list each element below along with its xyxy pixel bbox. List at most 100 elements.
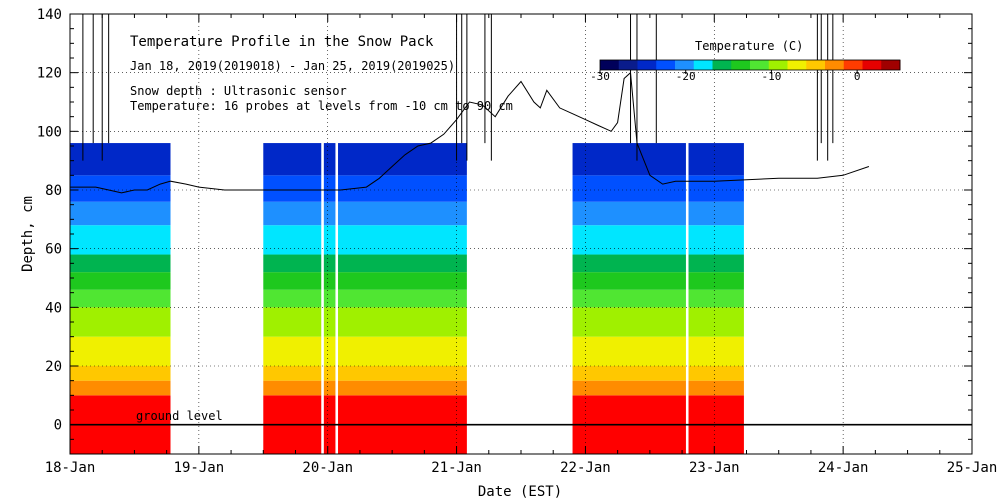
heat-cell-s0-b7 [70,254,171,273]
y-tick-label: 140 [37,7,62,23]
chart-title: Temperature Profile in the Snow Pack [130,34,434,50]
colorbar-cell [825,60,845,70]
heat-cell-s3-b5 [338,289,467,308]
colorbar-cell [656,60,676,70]
x-tick-label: 19-Jan [174,460,225,476]
heat-cell-s3-b11 [338,143,467,176]
heat-cell-s0-b5 [70,289,171,308]
colorbar-tick-label: -20 [676,70,696,83]
colorbar-cell [600,60,620,70]
temperature-note: Temperature: 16 probes at levels from -1… [130,99,513,113]
x-tick-label: 21-Jan [431,460,482,476]
axes: 18-Jan 19-Jan 20-Jan 21-Jan 22-Jan 23-Jan 24-J… [37,7,998,476]
colorbar-cell [862,60,882,70]
colorbar-cell [618,60,638,70]
heat-cell-s2-b5 [323,289,336,308]
y-tick-label: 40 [45,300,62,316]
heat-cell-s2-b8 [323,225,336,255]
y-tick-label: 80 [45,183,62,199]
colorbar-tick-label: -30 [590,70,610,83]
heat-cell-s4-b2 [572,366,686,381]
heat-cell-s4-b11 [572,143,686,176]
heat-cell-s3-b1 [338,380,467,396]
y-tick-label: 0 [54,418,62,434]
heat-cell-s3-b7 [338,254,467,273]
colorbar-cell [881,60,901,70]
colorbar-cell [675,60,695,70]
heat-cell-s0-b10 [70,175,171,202]
heat-cell-s5-b5 [688,289,744,308]
heat-cell-s1-b2 [263,366,322,381]
x-tick-label: 22-Jan [560,460,611,476]
colorbar-cell [731,60,751,70]
heat-cell-s5-b3 [688,336,744,366]
heat-cell-s1-b4 [263,307,322,337]
heat-cell-s5-b11 [688,143,744,176]
heat-cell-s1-b5 [263,289,322,308]
heat-cell-s3-b9 [338,201,467,226]
heat-cell-s4-b1 [572,380,686,396]
heat-cell-s4-b6 [572,272,686,290]
x-tick-label: 23-Jan [689,460,740,476]
x-tick-label: 25-Jan [947,460,998,476]
date-range-text: Jan 18, 2019(2019018) - Jan 25, 2019(201… [130,59,455,73]
y-axis-label: Depth, cm [20,196,36,272]
colorbar-cell [843,60,863,70]
ground-level-label: ground level [136,409,223,423]
heat-cell-s2-b11 [323,143,336,176]
colorbar-frame [599,59,901,71]
heat-cell-s5-b6 [688,272,744,290]
heat-cell-s4-b8 [572,225,686,255]
snow-depth-series [70,71,870,194]
heat-cell-s3-b4 [338,307,467,337]
heat-cell-s0-b11 [70,143,171,176]
heat-cell-s4-b5 [572,289,686,308]
heat-cell-s5-b7 [688,254,744,273]
snow-depth-line [70,14,972,426]
heat-cell-s0-b4 [70,307,171,337]
heat-cell-s1-b10 [263,175,322,202]
snow-depth-note: Snow depth : Ultrasonic sensor [130,84,347,98]
x-axis-label: Date (EST) [478,484,562,500]
heat-cell-s1-b3 [263,336,322,366]
heat-cell-s4-b4 [572,307,686,337]
heat-cell-s5-b8 [688,225,744,255]
heat-cell-s2-b9 [323,201,336,226]
heat-cell-s0-b9 [70,201,171,226]
heat-cell-s5-b4 [688,307,744,337]
colorbar-cell [806,60,826,70]
heat-cell-s4-b10 [572,175,686,202]
heat-cell-s2-b7 [323,254,336,273]
heat-cell-s1-b1 [263,380,322,396]
colorbar-cell [637,60,657,70]
heat-cell-s5-b10 [688,175,744,202]
heat-cell-s0-b6 [70,272,171,290]
heat-cell-s3-b2 [338,366,467,381]
heat-cell-s3-b6 [338,272,467,290]
y-tick-label: 120 [37,66,62,82]
colorbar-cell [768,60,788,70]
heat-cell-s2-b10 [323,175,336,202]
heat-cell-s2-b3 [323,336,336,366]
x-tick-label: 24-Jan [818,460,869,476]
y-tick-label: 20 [45,359,62,375]
heat-cell-s0-b1 [70,380,171,396]
heat-cell-s4-b3 [572,336,686,366]
colorbar-legend: Temperature (C) -30 -20 -10 0 [590,39,901,83]
heat-cell-s0-b2 [70,366,171,381]
y-tick-label: 100 [37,124,62,140]
colorbar-cell [750,60,770,70]
heat-cell-s1-b11 [263,143,322,176]
heat-cell-s2-b6 [323,272,336,290]
heat-cell-s2-b2 [323,366,336,381]
heat-cell-s1-b8 [263,225,322,255]
colorbar-title: Temperature (C) [695,39,803,53]
heat-cell-s0-b3 [70,336,171,366]
heat-cell-s1-b9 [263,201,322,226]
heat-cell-s5-b9 [688,201,744,226]
colorbar-tick-label: 0 [854,70,861,83]
grid [70,14,972,454]
colorbar-tick-label: -10 [761,70,781,83]
heat-cell-s3-b3 [338,336,467,366]
